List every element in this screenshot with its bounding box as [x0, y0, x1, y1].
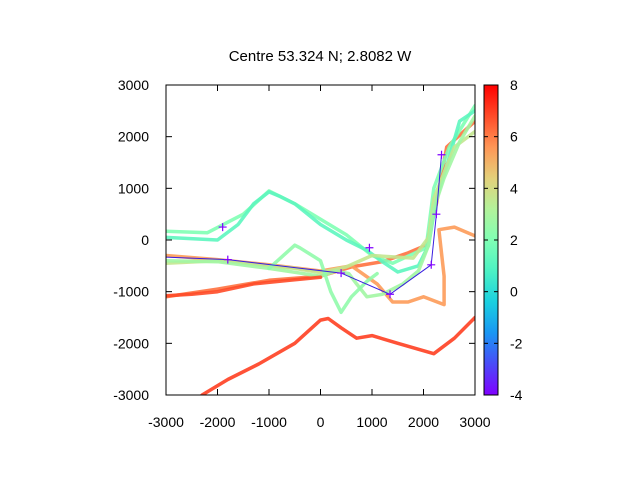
plus-marker [337, 269, 346, 278]
colorbar-tick-label: 2 [510, 232, 518, 248]
plus-marker [365, 243, 374, 252]
y-tick-label: -1000 [113, 284, 149, 300]
plus-marker [386, 290, 395, 299]
colorbar-axis: -4 -2 0 2 4 6 8 [484, 77, 523, 403]
series-line-6 [166, 114, 475, 299]
series-line-8 [267, 243, 379, 315]
colorbar-tick-label: 0 [510, 284, 518, 300]
y-axis: -3000 -2000 -1000 0 1000 2000 3000 [113, 77, 475, 403]
colorbar-tick-label: -2 [510, 335, 523, 351]
plus-marker [432, 210, 441, 219]
colorbar-tick-label: 4 [510, 180, 518, 196]
chart-title: Centre 53.324 N; 2.8082 W [229, 48, 412, 65]
plus-marker [437, 150, 446, 159]
x-tick-label: -3000 [148, 414, 184, 430]
x-tick-label: 0 [317, 414, 325, 430]
series-line-4 [200, 315, 475, 395]
colorbar-tick-label: -4 [510, 387, 523, 403]
y-tick-label: 2000 [118, 129, 149, 145]
colorbar-tick-label: 8 [510, 77, 518, 93]
colorbar-tick-label: 6 [510, 129, 518, 145]
x-axis: -3000 -2000 -1000 0 1000 2000 3000 [148, 85, 491, 430]
x-tick-label: 1000 [356, 414, 387, 430]
series-line-5 [166, 129, 475, 275]
y-tick-label: -3000 [113, 387, 149, 403]
y-tick-label: 1000 [118, 180, 149, 196]
x-tick-label: -1000 [251, 414, 287, 430]
series-line-7 [166, 275, 323, 298]
y-tick-label: -2000 [113, 335, 149, 351]
x-tick-label: 3000 [459, 414, 490, 430]
plus-marker [218, 223, 227, 232]
x-tick-label: -2000 [200, 414, 236, 430]
plus-marker [223, 255, 232, 264]
plus-marker [427, 260, 436, 269]
marker-layer [218, 150, 446, 299]
x-tick-label: 2000 [408, 414, 439, 430]
y-tick-label: 3000 [118, 77, 149, 93]
y-tick-label: 0 [141, 232, 149, 248]
